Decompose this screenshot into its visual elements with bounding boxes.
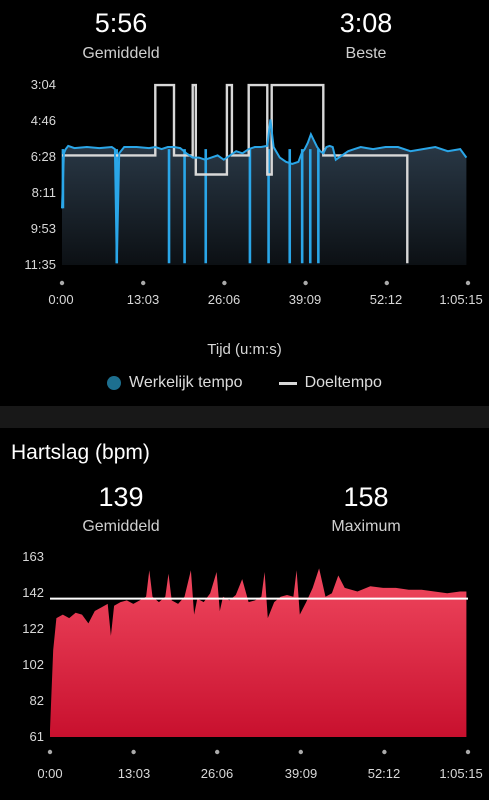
pace-plot <box>59 83 471 286</box>
heart-rate-area <box>50 568 467 737</box>
pace-x-tick: 13:03 <box>126 292 160 307</box>
hr-y-tick: 102 <box>22 657 44 672</box>
legend-label: Doeltempo <box>304 374 382 391</box>
pace-avg-value: 5:56 <box>94 8 148 38</box>
hr-plot <box>47 568 471 755</box>
hr-max-label: Maximum <box>331 518 401 535</box>
hr-avg-label: Gemiddeld <box>82 518 160 535</box>
hr-x-tick: 0:00 <box>37 766 63 781</box>
hr-max-value: 158 <box>343 482 389 512</box>
pace-x-tick: 39:09 <box>288 292 322 307</box>
hr-y-tick: 122 <box>22 621 44 636</box>
hr-x-tick-dot <box>465 749 471 755</box>
hr-y-tick: 163 <box>22 549 44 564</box>
pace-y-tick: 8:11 <box>31 185 56 200</box>
pace-avg-label: Gemiddeld <box>82 45 160 62</box>
hr-x-tick-dot <box>47 749 53 755</box>
pace-x-tick-dot <box>141 280 146 286</box>
hr-x-tick: 26:06 <box>200 766 234 781</box>
legend-item-target-pace[interactable]: Doeltempo <box>278 374 382 392</box>
pace-x-axis-title: Tijd (u:m:s) <box>207 341 282 358</box>
hr-x-tick-dot <box>215 749 220 755</box>
hr-x-tick: 52:12 <box>367 766 401 781</box>
pace-x-tick: 0:00 <box>48 292 74 307</box>
line-dash-icon <box>278 381 297 385</box>
hr-y-tick: 61 <box>29 729 44 744</box>
circle-dot-icon <box>107 376 122 390</box>
pace-y-tick: 4:46 <box>30 113 56 128</box>
pace-y-tick: 3:04 <box>30 77 56 92</box>
legend-item-actual-pace[interactable]: Werkelijk tempo <box>107 374 243 392</box>
pace-x-tick-dot <box>465 280 471 286</box>
hr-x-tick: 13:03 <box>117 766 151 781</box>
section-divider <box>0 406 489 428</box>
target-pace-line <box>62 83 409 264</box>
legend-label: Werkelijk tempo <box>129 374 243 391</box>
hr-x-tick: 1:05:15 <box>439 766 483 781</box>
hr-x-tick: 39:09 <box>284 766 318 781</box>
pace-best-value: 3:08 <box>339 8 393 38</box>
pace-x-tick-dot <box>222 280 227 286</box>
actual-pace-line <box>61 119 468 264</box>
hr-y-tick: 82 <box>29 693 44 708</box>
pace-y-tick: 11:35 <box>24 257 56 272</box>
pace-x-tick: 26:06 <box>207 292 241 307</box>
pace-x-tick-dot <box>303 280 308 286</box>
pace-area <box>62 119 467 265</box>
pace-y-tick: 9:53 <box>30 221 56 236</box>
pace-x-tick: 52:12 <box>369 292 403 307</box>
pace-x-tick: 1:05:15 <box>439 292 483 307</box>
hr-y-tick: 142 <box>22 585 44 600</box>
heart-rate-title: Hartslag (bpm) <box>11 441 150 464</box>
pace-y-tick: 6:28 <box>30 149 56 164</box>
hr-x-tick-dot <box>382 749 387 755</box>
hr-avg-value: 139 <box>98 482 144 512</box>
pace-x-tick-dot <box>384 280 389 286</box>
pace-x-tick-dot <box>59 280 65 286</box>
hr-x-tick-dot <box>298 749 303 755</box>
hr-x-tick-dot <box>131 749 136 755</box>
pace-legend: Werkelijk tempo Doeltempo <box>0 374 489 392</box>
pace-best-label: Beste <box>345 45 387 62</box>
